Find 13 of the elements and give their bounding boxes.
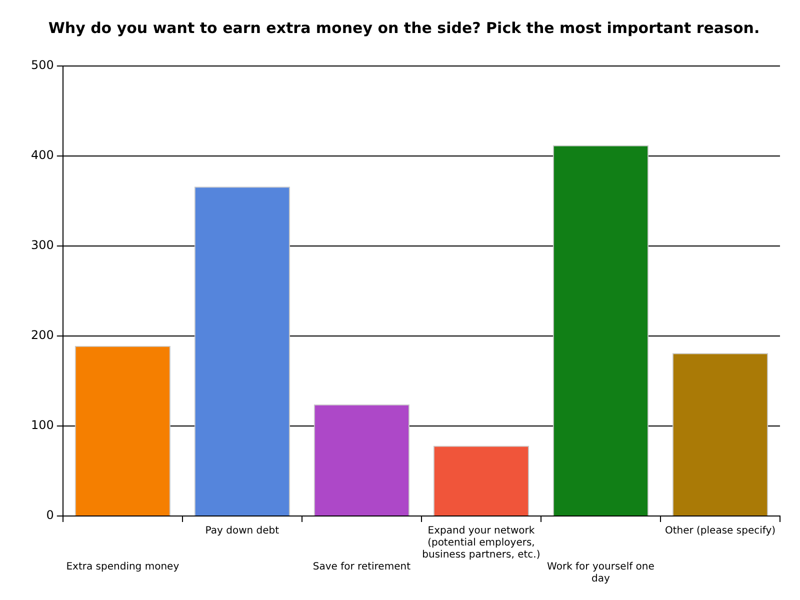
x-tick-label: Save for retirement <box>312 562 411 573</box>
x-tick-label: Extra spending money <box>66 562 180 573</box>
y-tick-label: 0 <box>46 508 54 522</box>
x-tick-label: Other (please specify) <box>664 526 776 537</box>
y-tick-label: 300 <box>31 238 54 252</box>
x-tick-label: Work for yourself one day <box>547 562 654 585</box>
y-tick-label: 100 <box>31 418 54 432</box>
chart-title: Why do you want to earn extra money on the side? Pick the most important reason. <box>48 18 760 37</box>
y-tick-label: 200 <box>31 328 54 342</box>
x-tick-label: Pay down debt <box>205 526 280 537</box>
y-tick-label: 500 <box>31 58 54 72</box>
x-tick-label: Expand your network (potential employers, business partners, etc.) <box>422 526 540 561</box>
y-tick-label: 400 <box>31 148 54 162</box>
